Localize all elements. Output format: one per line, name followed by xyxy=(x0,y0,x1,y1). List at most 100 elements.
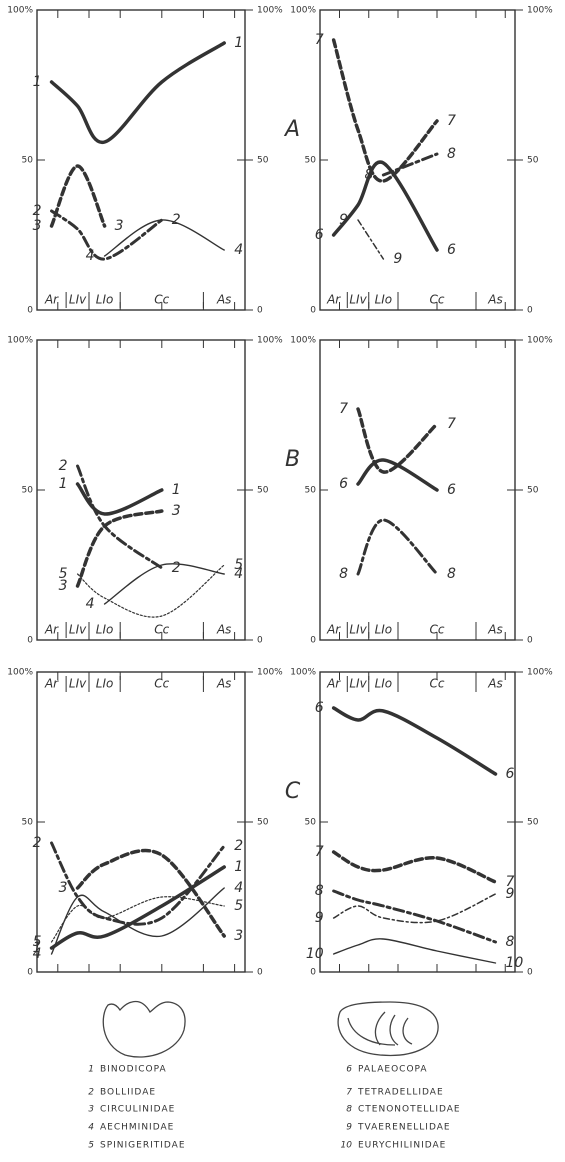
series-label: 10 xyxy=(306,946,324,962)
x-tick-label: As xyxy=(487,623,502,637)
y-tick-label: 0 xyxy=(27,636,33,646)
y-tick-label: 50 xyxy=(527,156,539,166)
series-line xyxy=(334,708,496,774)
y-tick-label: 50 xyxy=(305,156,317,166)
series-label: 3 xyxy=(234,928,243,944)
series-label: 1 xyxy=(59,476,68,492)
x-tick-label: LIv xyxy=(69,293,87,307)
legend-name: TETRADELLIDAE xyxy=(357,1088,444,1098)
series-line xyxy=(334,939,496,963)
plot-frame xyxy=(37,672,245,972)
series-label: 8 xyxy=(447,566,456,582)
y-tick-label: 50 xyxy=(22,486,34,496)
x-tick-label: As xyxy=(216,677,231,691)
x-tick-label: LIo xyxy=(96,623,114,637)
series-label: 3 xyxy=(33,218,42,234)
x-tick-label: Ar xyxy=(44,293,59,307)
series-label: 9 xyxy=(393,251,402,267)
y-tick-label: 0 xyxy=(310,636,316,646)
x-tick-label: LIv xyxy=(349,677,367,691)
panel-label: B xyxy=(285,447,300,472)
legend-number: 6 xyxy=(346,1065,352,1075)
y-tick-label: 0 xyxy=(27,968,33,978)
series-label: 1 xyxy=(33,74,42,90)
series-label: 2 xyxy=(172,212,181,228)
y-tick-label: 50 xyxy=(22,156,34,166)
legend-number: 3 xyxy=(88,1105,94,1115)
series-label: 2 xyxy=(59,458,68,474)
y-tick-label: 100% xyxy=(290,668,316,678)
x-tick-label: LIo xyxy=(375,677,393,691)
plot-frame xyxy=(37,340,245,640)
x-tick-label: As xyxy=(487,293,502,307)
x-tick-label: Ar xyxy=(326,623,341,637)
x-tick-label: As xyxy=(216,293,231,307)
y-tick-label: 50 xyxy=(527,818,539,828)
series-label: 5 xyxy=(59,566,68,582)
panel-label: A xyxy=(283,117,300,142)
series-line xyxy=(78,511,162,586)
y-tick-label: 0 xyxy=(527,636,533,646)
series-label: 2 xyxy=(172,560,181,576)
series-line xyxy=(358,460,437,490)
series-label: 9 xyxy=(506,886,515,902)
x-tick-label: LIv xyxy=(69,677,87,691)
series-label: 9 xyxy=(339,212,348,228)
y-tick-label: 50 xyxy=(22,818,34,828)
plot-frame xyxy=(37,10,245,310)
series-label: 6 xyxy=(315,227,324,243)
legend-number: 5 xyxy=(88,1141,94,1151)
series-label: 1 xyxy=(234,859,243,875)
ostracod-drawings xyxy=(103,1002,438,1057)
panel-chart: 005050100%100%ArLIvLIoCcAs667788991010 xyxy=(290,668,553,978)
x-tick-label: LIv xyxy=(349,623,367,637)
series-label: 7 xyxy=(315,844,324,860)
series-label: 2 xyxy=(33,835,42,851)
x-tick-label: LIo xyxy=(96,293,114,307)
y-tick-label: 0 xyxy=(257,636,263,646)
panel-label: C xyxy=(285,779,301,804)
legend-name: CIRCULINIDAE xyxy=(100,1105,175,1115)
series-label: 3 xyxy=(59,880,68,896)
series-label: 5 xyxy=(33,934,42,950)
series-label: 4 xyxy=(234,242,243,258)
y-tick-label: 50 xyxy=(305,486,317,496)
series-label: 1 xyxy=(234,35,243,51)
legend-number: 4 xyxy=(88,1123,94,1133)
y-tick-label: 100% xyxy=(7,336,33,346)
series-line xyxy=(52,43,225,142)
legend-name: CTENONOTELLIDAE xyxy=(358,1105,461,1115)
y-tick-label: 0 xyxy=(310,306,316,316)
x-tick-label: LIv xyxy=(349,293,367,307)
figure: 005050100%100%ArLIvLIoCcAsA1122334400505… xyxy=(0,0,565,1162)
y-tick-label: 100% xyxy=(257,6,283,16)
series-label: 6 xyxy=(339,476,348,492)
legend-number: 1 xyxy=(88,1065,94,1075)
series-label: 7 xyxy=(339,401,348,417)
y-tick-label: 0 xyxy=(27,306,33,316)
series-label: 8 xyxy=(339,566,348,582)
x-tick-label: Ar xyxy=(326,677,341,691)
series-line xyxy=(358,520,437,574)
y-tick-label: 50 xyxy=(257,818,269,828)
y-tick-label: 100% xyxy=(7,6,33,16)
panel-chart: 005050100%100%ArLIvLIoCcAsC1122334455 xyxy=(7,668,301,978)
y-tick-label: 100% xyxy=(290,6,316,16)
series-label: 10 xyxy=(506,955,524,971)
y-tick-label: 50 xyxy=(257,156,269,166)
series-label: 7 xyxy=(315,32,324,48)
series-line xyxy=(52,211,162,259)
series-label: 4 xyxy=(86,596,95,612)
series-label: 7 xyxy=(447,416,456,432)
series-line xyxy=(334,894,496,923)
series-label: 6 xyxy=(447,482,456,498)
y-tick-label: 50 xyxy=(257,486,269,496)
y-tick-label: 0 xyxy=(310,968,316,978)
series-label: 2 xyxy=(234,838,243,854)
y-tick-label: 100% xyxy=(527,668,553,678)
series-line xyxy=(334,852,496,882)
series-line xyxy=(105,564,225,604)
